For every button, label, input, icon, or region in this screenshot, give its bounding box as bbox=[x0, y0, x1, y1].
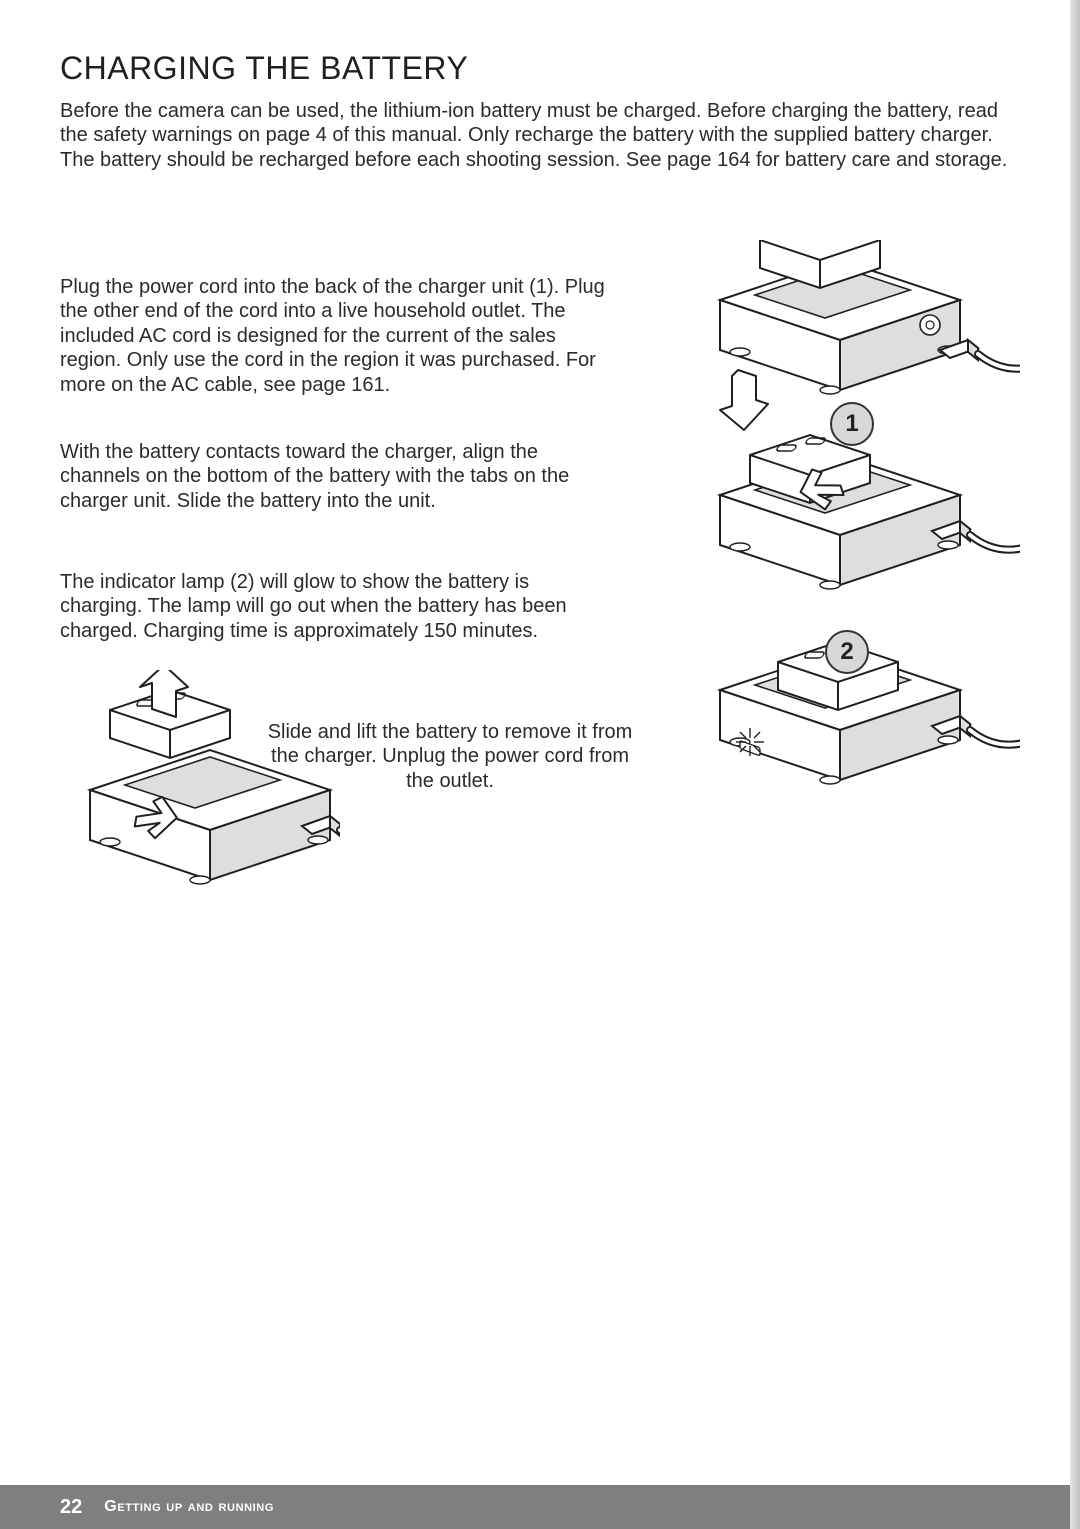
page-title: CHARGING THE BATTERY bbox=[60, 50, 1020, 87]
callout-2: 2 bbox=[825, 630, 869, 674]
callout-1: 1 bbox=[830, 402, 874, 446]
charger-stack-svg bbox=[670, 240, 1020, 820]
footer-page-number: 22 bbox=[60, 1496, 82, 1519]
step-2-text: With the battery contacts toward the cha… bbox=[60, 440, 610, 513]
page-content: CHARGING THE BATTERY Before the camera c… bbox=[60, 50, 1020, 232]
page-right-edge-shadow bbox=[1070, 0, 1080, 1529]
step-3: The indicator lamp (2) will glow to show… bbox=[60, 570, 610, 643]
step-1-text: Plug the power cord into the back of the… bbox=[60, 275, 610, 397]
intro-paragraph: Before the camera can be used, the lithi… bbox=[60, 99, 1020, 172]
footer-section-title: Getting up and running bbox=[104, 1498, 274, 1516]
step-2: With the battery contacts toward the cha… bbox=[60, 440, 610, 513]
charger-remove-svg bbox=[60, 670, 340, 960]
charger-remove-illustration bbox=[60, 670, 340, 960]
step-3-text: The indicator lamp (2) will glow to show… bbox=[60, 570, 610, 643]
charger-illustration-stack bbox=[670, 240, 1020, 820]
step-1: Plug the power cord into the back of the… bbox=[60, 275, 610, 397]
page-footer: 22 Getting up and running bbox=[0, 1485, 1080, 1529]
